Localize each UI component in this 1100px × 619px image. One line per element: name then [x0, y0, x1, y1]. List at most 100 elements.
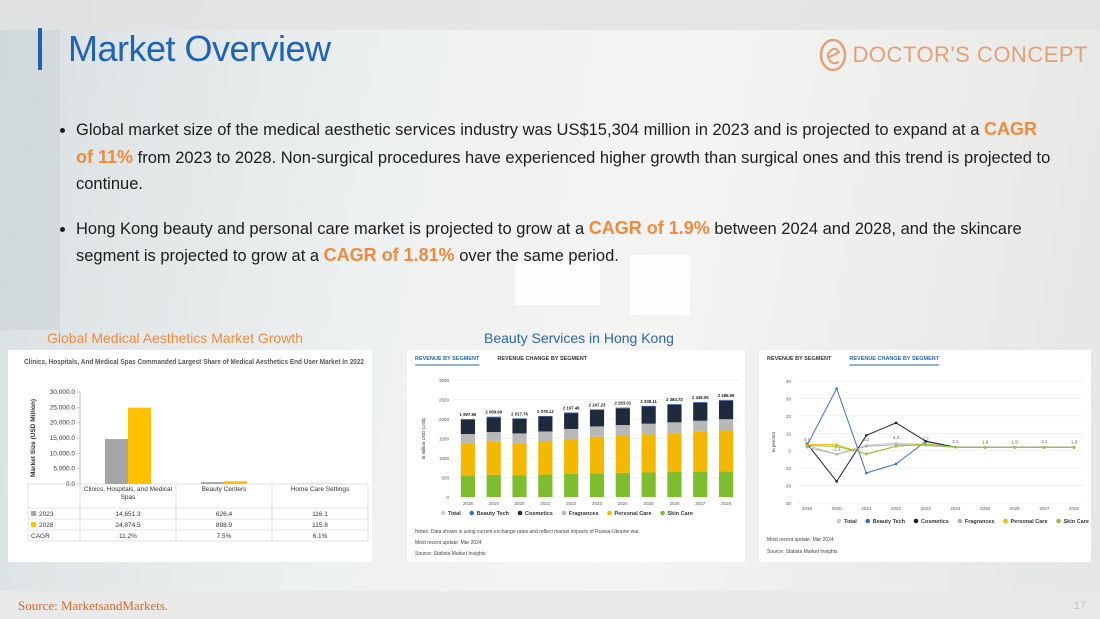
legend-swatch [440, 510, 446, 516]
y-tick-label: 0 [788, 449, 791, 454]
bullet-list: Global market size of the medical aesthe… [52, 116, 1051, 287]
x-tick-label: Beauty Centers [201, 486, 247, 493]
x-tick-label: 2022 [891, 506, 902, 511]
legend-swatch [607, 510, 612, 516]
x-tick-label: 2019 [489, 501, 500, 506]
y-tick-label: 3000 [439, 378, 450, 383]
table-row-label: CAGR [31, 533, 50, 540]
x-tick-label-box: Home Care Settings [290, 486, 350, 493]
total-label: 2 078.12 [537, 409, 554, 414]
point [924, 443, 927, 446]
data-label: 3.7 [923, 436, 930, 441]
legend-swatch [31, 511, 36, 516]
bar-segment [615, 472, 630, 497]
bullet-text: from 2023 to 2028. Non-surgical procedur… [76, 148, 1051, 194]
bar-segment [460, 443, 476, 476]
bar-segment [693, 431, 708, 472]
point [865, 434, 868, 437]
total-label: 2 293.01 [614, 401, 631, 406]
x-tick-label: 2026 [669, 501, 680, 506]
bar-segment [564, 413, 579, 429]
legend-swatch [836, 518, 842, 524]
point [835, 387, 838, 390]
data-label: -2.1 [833, 446, 841, 451]
highlight: CAGR of 1.81% [323, 245, 455, 265]
y-tick-label: 25,000.0 [50, 404, 76, 411]
source-note: Source: MarketsandMarkets. [18, 598, 169, 613]
chart: REVENUE BY SEGMENT REVENUE CHANGE BY SEGM… [759, 350, 1091, 562]
x-tick-label: 2021 [540, 501, 551, 506]
bar-segment [512, 418, 527, 434]
x-tick-label: 2020 [515, 501, 526, 506]
chart-title: Clinics, Hospitals, And Medical Spas Com… [24, 359, 364, 366]
bar-segment [486, 474, 501, 497]
data-label: 2.1 [952, 439, 959, 444]
total-label: 2 247.23 [589, 402, 606, 407]
tab: REVENUE BY SEGMENT [415, 356, 480, 362]
x-tick-label: 2018 [463, 501, 474, 506]
point [865, 471, 868, 475]
table-value: 116.1 [312, 511, 328, 518]
y-tick-label: 500 [441, 476, 449, 481]
point [1043, 446, 1046, 449]
legend-label: 2028 [39, 522, 54, 529]
y-tick-label: -20 [784, 484, 791, 489]
line [806, 387, 1074, 474]
bar-segment [589, 473, 605, 497]
bar-segment [486, 416, 501, 418]
bar-segment [460, 419, 476, 435]
y-tick-label: 30 [786, 396, 792, 401]
bar-segment [460, 475, 476, 497]
bar-segment [641, 406, 656, 424]
point [835, 480, 838, 483]
bar-segment [538, 431, 553, 442]
chart: Clinics, Hospitals, And Medical Spas Com… [8, 350, 372, 562]
y-tick-label: 10,000.0 [50, 450, 76, 457]
logo: DOCTOR'S CONCEPT [819, 38, 1088, 72]
bar-segment [486, 417, 501, 433]
bullet-text: between 2024 and 2028, and the skincare … [76, 219, 1022, 266]
x-tick-label: 2019 [802, 506, 813, 511]
table-value: 115.8 [312, 522, 328, 529]
bar-segment [512, 433, 527, 443]
bar-segment [538, 441, 553, 475]
legend-swatch [469, 510, 475, 516]
bar-segment [693, 420, 708, 432]
y-tick-label: 0 [446, 495, 449, 500]
logo-text: DOCTOR'S CONCEPT [852, 42, 1088, 67]
y-tick-label: -30 [784, 501, 791, 506]
point [954, 445, 957, 449]
tab: REVENUE BY SEGMENT [767, 356, 832, 362]
table-value: 898.9 [216, 522, 233, 529]
x-tick-label: Clinics, Hospitals, and Medical Spas [83, 486, 173, 501]
legend-label: Cosmetics [921, 519, 949, 525]
x-tick-label: 2028 [721, 501, 732, 506]
legend-label: Beauty Tech [477, 511, 510, 517]
page-number: 17 [1073, 600, 1086, 612]
bar [104, 439, 128, 484]
bar-segment [589, 409, 605, 411]
data-label: 4.3 [893, 435, 900, 440]
y-tick-label: 2500 [439, 398, 450, 403]
data-label: 3.2 [863, 437, 870, 442]
bar-segment [615, 435, 630, 473]
bullet-text: over the same period. [454, 247, 619, 265]
legend-swatch [865, 518, 871, 524]
x-tick-label: 2024 [618, 501, 629, 506]
bar-segment [718, 430, 734, 472]
bar-segment [641, 405, 656, 407]
x-tick-label: 2020 [832, 506, 843, 511]
legend-swatch [957, 518, 963, 524]
bar-segment [693, 402, 708, 421]
y-tick-label: 15,000.0 [50, 435, 76, 442]
legend-swatch [660, 510, 665, 516]
y-tick-label: 40 [786, 379, 792, 384]
total-label: 2 167.46 [563, 405, 580, 410]
point [924, 439, 927, 443]
y-tick-label: 2000 [439, 417, 450, 422]
x-tick-label: 2024 [950, 506, 961, 511]
x-tick-label: 2025 [980, 506, 991, 511]
total-label: 1 997.89 [460, 412, 477, 417]
x-tick-label: Home Care Settings [290, 486, 350, 493]
bar-segment [486, 441, 501, 475]
